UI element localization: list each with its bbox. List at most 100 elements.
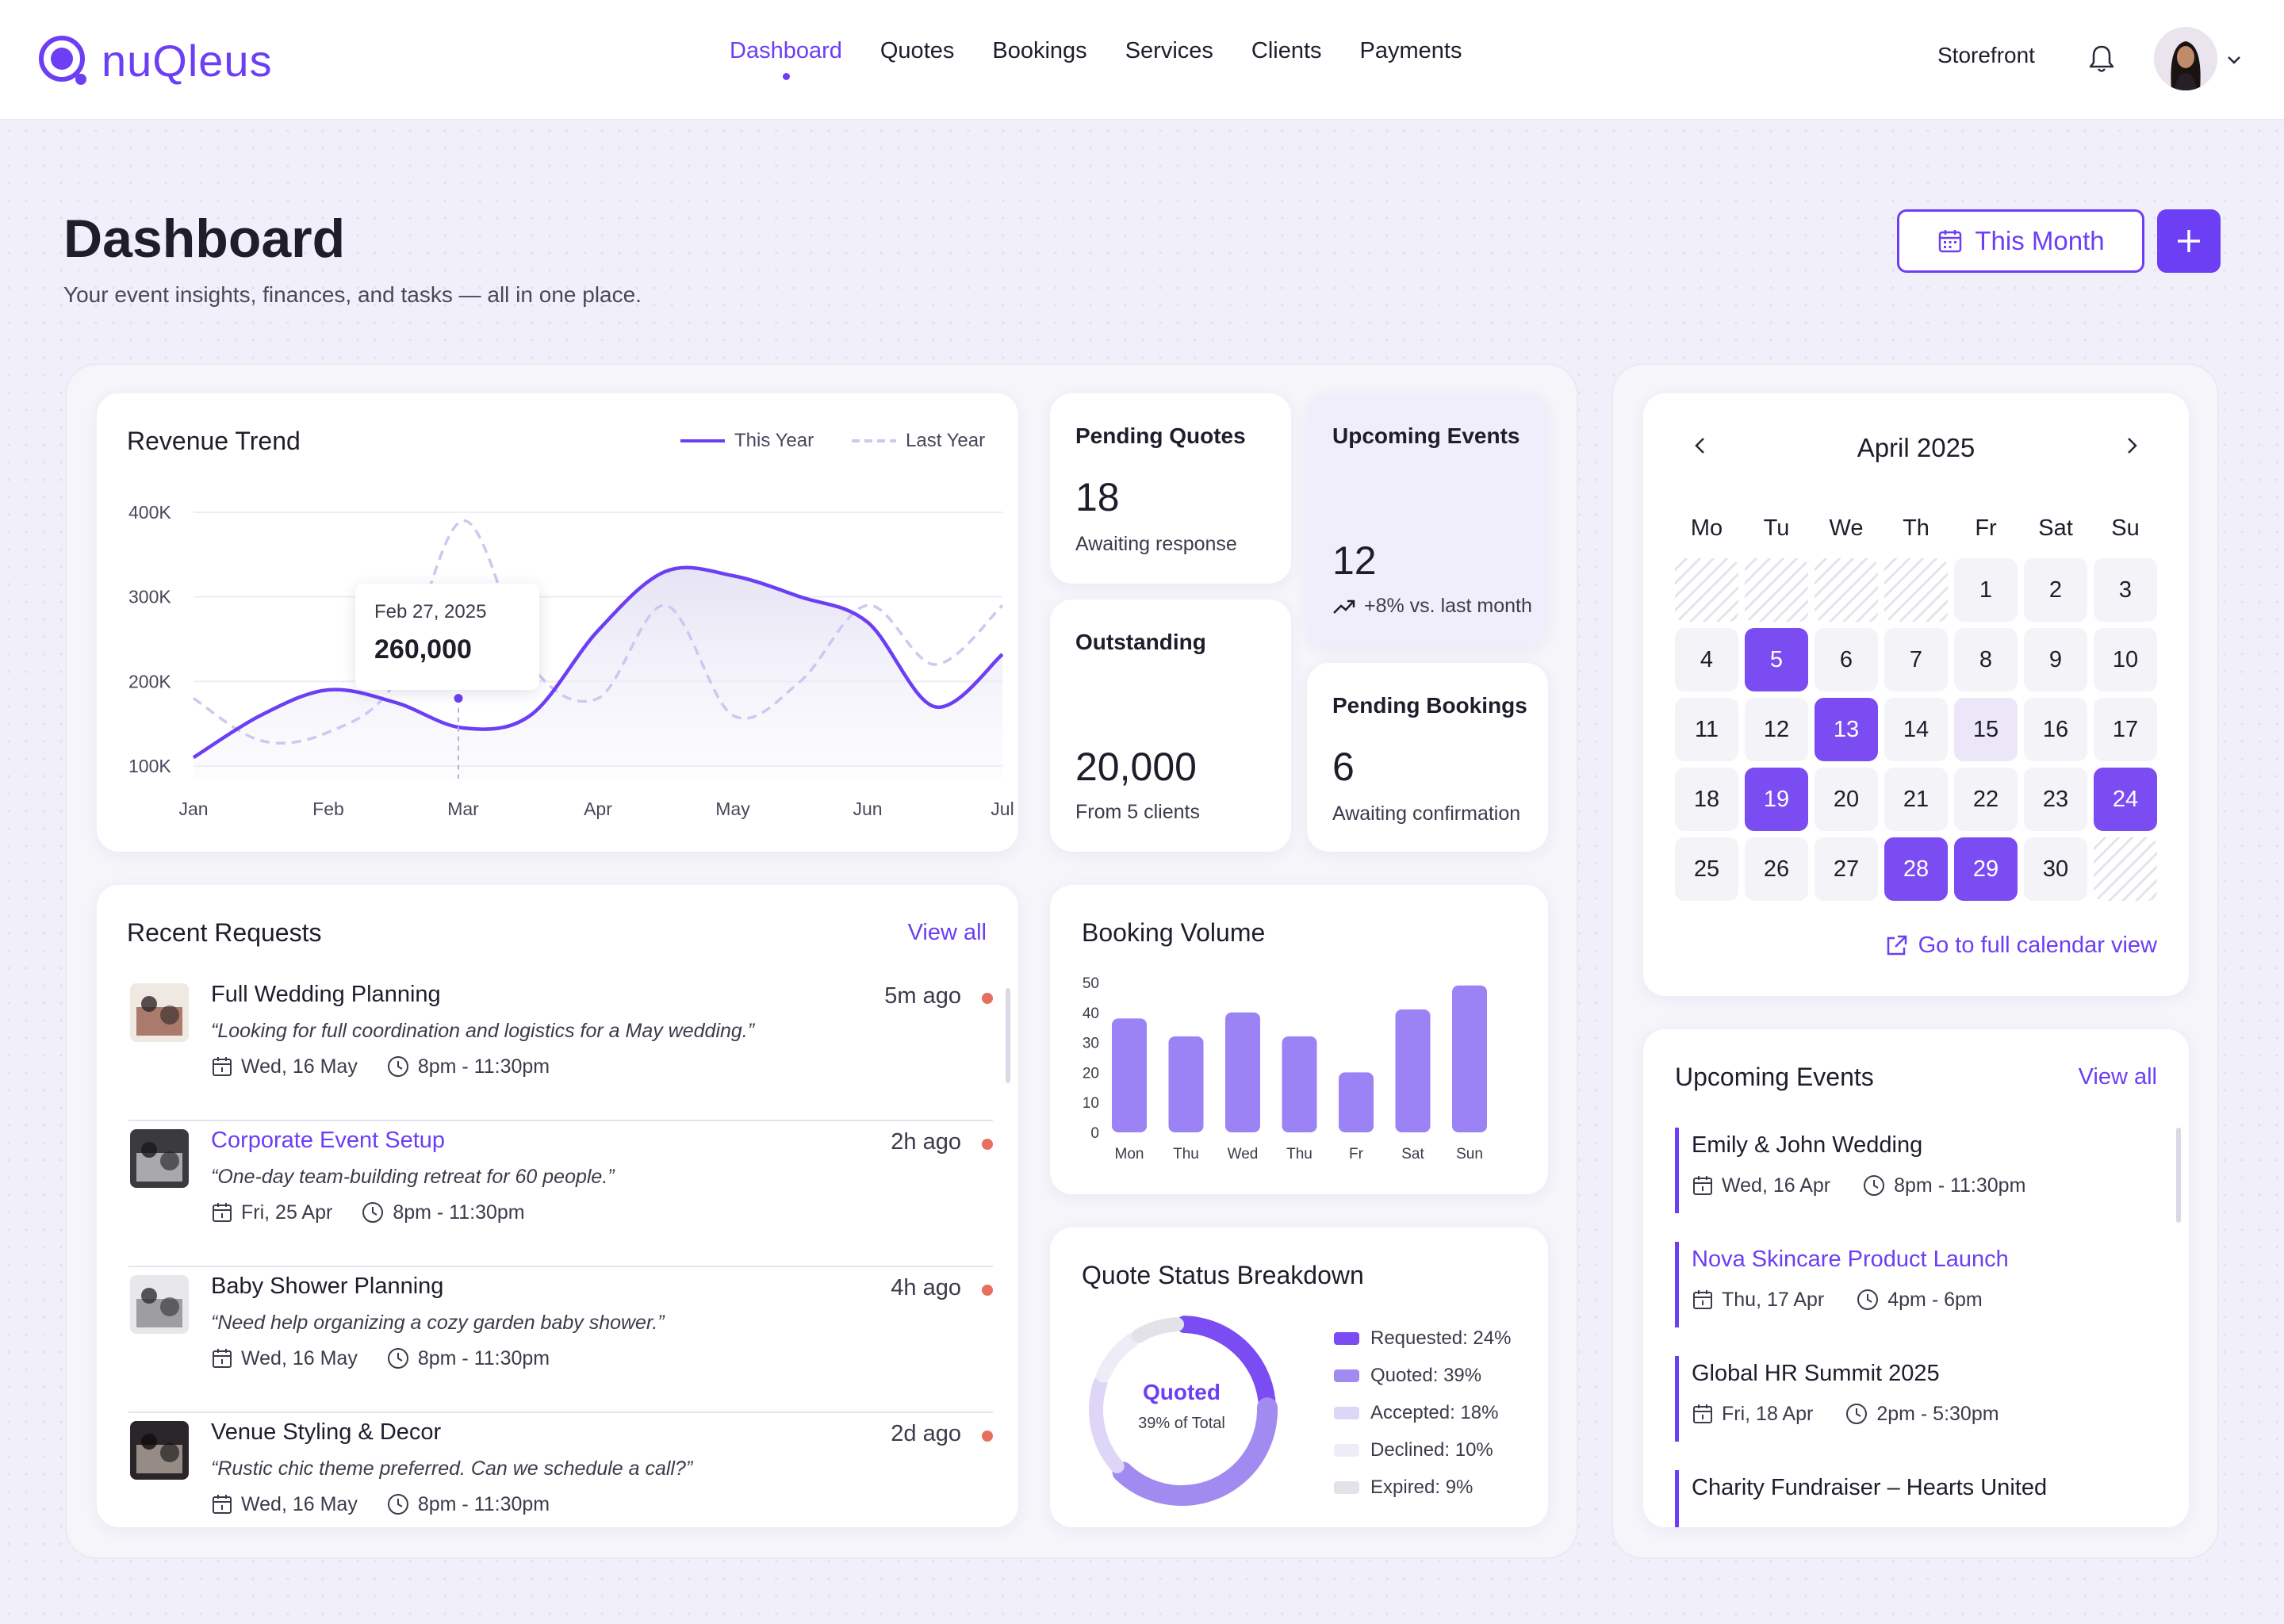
calendar-day[interactable]: 10 — [2094, 628, 2157, 691]
calendar-day[interactable]: 30 — [2024, 837, 2087, 901]
weekday-label: Sat — [2038, 515, 2073, 541]
request-title[interactable]: Venue Styling & Decor — [211, 1419, 442, 1445]
y-tick-label: 40 — [1083, 1005, 1099, 1022]
upcoming-view-all-link[interactable]: View all — [2078, 1064, 2157, 1090]
calendar-day[interactable]: 8 — [1954, 628, 2018, 691]
event-title[interactable]: Global HR Summit 2025 — [1692, 1361, 1940, 1386]
calendar-day[interactable]: 9 — [2024, 628, 2087, 691]
events-scrollbar[interactable] — [2176, 1128, 2181, 1223]
event-meta: Thu, 17 Apr 4pm - 6pm — [1692, 1288, 2014, 1312]
calendar-day[interactable]: 14 — [1884, 698, 1948, 761]
request-title[interactable]: Baby Shower Planning — [211, 1274, 444, 1299]
calendar-day[interactable]: 11 — [1675, 698, 1738, 761]
request-meta: Wed, 16 May 8pm - 11:30pm — [211, 1346, 578, 1370]
calendar-day[interactable]: 18 — [1675, 768, 1738, 831]
legend-swatch — [1334, 1406, 1359, 1419]
calendar-month-label: April 2025 — [1857, 433, 1976, 462]
outstanding-card[interactable]: Outstanding 20,000 From 5 clients — [1050, 599, 1291, 852]
pending-quotes-sub: Awaiting response — [1075, 533, 1237, 555]
user-avatar[interactable] — [2154, 27, 2217, 90]
upcoming-events-trend-text: +8% vs. last month — [1364, 595, 1532, 617]
calendar-icon — [1693, 1404, 1712, 1423]
bell-icon[interactable] — [2086, 43, 2117, 75]
event-time: 2pm - 5:30pm — [1876, 1402, 1999, 1425]
calendar-grid: Mo Tu We Th Fr Sat Su 1 2 3 4 5 6 7 8 9 10 11 12 13 14 15 16 17… — [1675, 504, 2157, 901]
event-meta: Fri, 18 Apr 2pm - 5:30pm — [1692, 1402, 2031, 1426]
calendar-day[interactable]: 6 — [1815, 628, 1878, 691]
pending-bookings-sub: Awaiting confirmation — [1332, 802, 1521, 825]
request-row[interactable]: Baby Shower Planning “Need help organizi… — [128, 1267, 993, 1413]
calendar-day[interactable]: 23 — [2024, 768, 2087, 831]
event-item[interactable]: Charity Fundraiser – Hearts United — [1675, 1470, 2167, 1527]
event-title[interactable]: Nova Skincare Product Launch — [1692, 1247, 2009, 1272]
request-time: 8pm - 11:30pm — [417, 1492, 550, 1515]
event-item[interactable]: Nova Skincare Product Launch Thu, 17 Apr… — [1675, 1242, 2167, 1327]
chart-tooltip: Feb 27, 2025 260,000 — [355, 584, 539, 690]
calendar-day[interactable]: 15 — [1954, 698, 2018, 761]
calendar-day[interactable]: 26 — [1745, 837, 1808, 901]
calendar-day[interactable]: 4 — [1675, 628, 1738, 691]
event-title[interactable]: Charity Fundraiser – Hearts United — [1692, 1475, 2048, 1500]
outstanding-sub: From 5 clients — [1075, 801, 1200, 823]
booking-volume-card: Booking Volume 0 10 20 30 40 50 Mon Thu Wed Thu Fr… — [1050, 885, 1548, 1194]
calendar-day[interactable]: 28 — [1884, 837, 1948, 901]
top-navigation-bar: nuQleus Dashboard Quotes Bookings Servic… — [0, 0, 2284, 121]
calendar-day[interactable]: 24 — [2094, 768, 2157, 831]
chevron-right-icon[interactable] — [2117, 431, 2146, 460]
recent-requests-card: Recent Requests View all Full Wedding Pl… — [97, 885, 1018, 1527]
calendar-day[interactable]: 13 — [1815, 698, 1878, 761]
legend-this-year: This Year — [680, 430, 814, 452]
calendar-day[interactable]: 7 — [1884, 628, 1948, 691]
clock-icon — [362, 1202, 384, 1223]
calendar-day[interactable]: 21 — [1884, 768, 1948, 831]
period-filter-button[interactable]: This Month — [1897, 209, 2144, 273]
calendar-day[interactable]: 17 — [2094, 698, 2157, 761]
nav-clients[interactable]: Clients — [1251, 38, 1322, 63]
request-title[interactable]: Corporate Event Setup — [211, 1128, 446, 1153]
calendar-day[interactable]: 22 — [1954, 768, 2018, 831]
calendar-day[interactable]: 16 — [2024, 698, 2087, 761]
y-tick-label: 10 — [1083, 1095, 1099, 1112]
x-tick-label: May — [715, 799, 750, 819]
calendar-day[interactable]: 27 — [1815, 837, 1878, 901]
event-item[interactable]: Emily & John Wedding Wed, 16 Apr 8pm - 1… — [1675, 1128, 2167, 1213]
calendar-day[interactable]: 1 — [1954, 558, 2018, 622]
add-button[interactable] — [2157, 209, 2221, 273]
nav-quotes[interactable]: Quotes — [879, 38, 955, 63]
calendar-day[interactable]: 3 — [2094, 558, 2157, 622]
logo-icon — [39, 36, 86, 85]
legend-item: Quoted: 39% — [1334, 1357, 1511, 1394]
bar — [1395, 1009, 1431, 1132]
calendar-day[interactable]: 12 — [1745, 698, 1808, 761]
calendar-day[interactable]: 29 — [1954, 837, 2018, 901]
calendar-day[interactable]: 5 — [1745, 628, 1808, 691]
calendar-day[interactable]: 2 — [2024, 558, 2087, 622]
pending-quotes-card[interactable]: Pending Quotes 18 Awaiting response — [1050, 393, 1291, 584]
nav-dashboard[interactable]: Dashboard — [730, 38, 842, 80]
request-row[interactable]: Venue Styling & Decor “Rustic chic theme… — [128, 1413, 993, 1527]
chevron-left-icon[interactable] — [1686, 431, 1715, 460]
calendar-icon — [213, 1349, 232, 1368]
x-tick-label: Mar — [447, 799, 479, 819]
weekday-label: Su — [2111, 515, 2140, 541]
calendar-day[interactable]: 25 — [1675, 837, 1738, 901]
calendar-day[interactable]: 19 — [1745, 768, 1808, 831]
nav-payments[interactable]: Payments — [1359, 38, 1462, 63]
event-item[interactable]: Global HR Summit 2025 Fri, 18 Apr 2pm - … — [1675, 1356, 2167, 1442]
calendar-day[interactable]: 20 — [1815, 768, 1878, 831]
chevron-down-icon[interactable] — [2224, 49, 2244, 70]
pending-bookings-card[interactable]: Pending Bookings 6 Awaiting confirmation — [1307, 663, 1548, 852]
request-row[interactable]: Full Wedding Planning “Looking for full … — [128, 975, 993, 1121]
upcoming-events-stat-card[interactable]: Upcoming Events 12 +8% vs. last month — [1307, 393, 1548, 647]
event-date: Fri, 18 Apr — [1722, 1402, 1814, 1425]
brand-logo[interactable]: nuQleus — [36, 33, 273, 87]
requests-scrollbar[interactable] — [1006, 988, 1010, 1083]
storefront-link[interactable]: Storefront — [1937, 43, 2035, 67]
nav-bookings[interactable]: Bookings — [992, 38, 1087, 63]
requests-view-all-link[interactable]: View all — [907, 920, 987, 945]
event-title[interactable]: Emily & John Wedding — [1692, 1132, 1923, 1158]
request-title[interactable]: Full Wedding Planning — [211, 982, 441, 1007]
full-calendar-link[interactable]: Go to full calendar view — [1884, 933, 2157, 959]
nav-services[interactable]: Services — [1125, 38, 1213, 63]
request-row[interactable]: Corporate Event Setup “One-day team-buil… — [128, 1121, 993, 1267]
